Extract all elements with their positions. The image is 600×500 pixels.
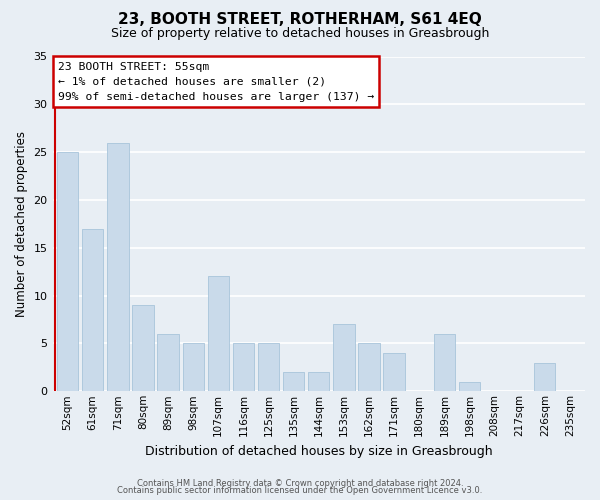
Text: Contains public sector information licensed under the Open Government Licence v3: Contains public sector information licen… [118, 486, 482, 495]
Bar [434, 334, 455, 392]
Bar [283, 372, 304, 392]
Text: 23 BOOTH STREET: 55sqm
← 1% of detached houses are smaller (2)
99% of semi-detac: 23 BOOTH STREET: 55sqm ← 1% of detached … [58, 62, 374, 102]
Bar [132, 305, 154, 392]
Bar [308, 372, 329, 392]
Bar [459, 382, 480, 392]
Bar [358, 344, 380, 392]
Bar [333, 324, 355, 392]
Y-axis label: Number of detached properties: Number of detached properties [15, 131, 28, 317]
Bar [182, 344, 204, 392]
Text: Contains HM Land Registry data © Crown copyright and database right 2024.: Contains HM Land Registry data © Crown c… [137, 478, 463, 488]
Bar [258, 344, 279, 392]
Bar [208, 276, 229, 392]
Text: Size of property relative to detached houses in Greasbrough: Size of property relative to detached ho… [111, 28, 489, 40]
Bar [82, 228, 103, 392]
Bar [57, 152, 78, 392]
Bar [157, 334, 179, 392]
X-axis label: Distribution of detached houses by size in Greasbrough: Distribution of detached houses by size … [145, 444, 493, 458]
Bar [383, 353, 405, 392]
Bar [233, 344, 254, 392]
Text: 23, BOOTH STREET, ROTHERHAM, S61 4EQ: 23, BOOTH STREET, ROTHERHAM, S61 4EQ [118, 12, 482, 28]
Bar [107, 142, 128, 392]
Bar [534, 362, 556, 392]
